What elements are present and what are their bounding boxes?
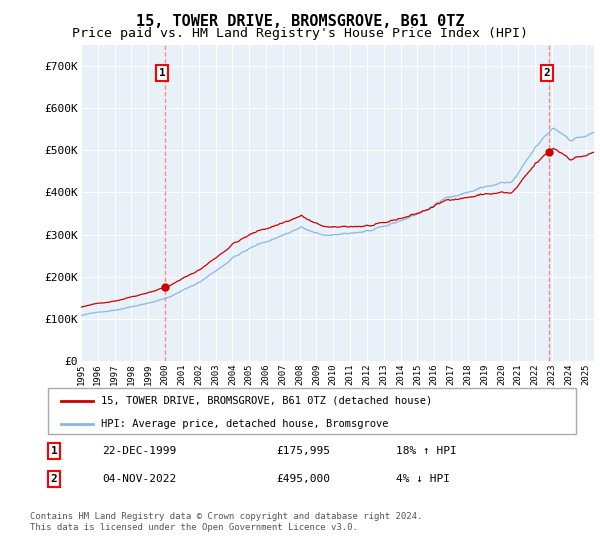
Text: 4% ↓ HPI: 4% ↓ HPI: [396, 474, 450, 484]
Text: 15, TOWER DRIVE, BROMSGROVE, B61 0TZ (detached house): 15, TOWER DRIVE, BROMSGROVE, B61 0TZ (de…: [101, 396, 432, 406]
Text: Contains HM Land Registry data © Crown copyright and database right 2024.
This d: Contains HM Land Registry data © Crown c…: [30, 512, 422, 532]
Text: 22-DEC-1999: 22-DEC-1999: [102, 446, 176, 456]
Text: 18% ↑ HPI: 18% ↑ HPI: [396, 446, 457, 456]
Text: 04-NOV-2022: 04-NOV-2022: [102, 474, 176, 484]
Text: 1: 1: [158, 68, 166, 78]
Text: Price paid vs. HM Land Registry's House Price Index (HPI): Price paid vs. HM Land Registry's House …: [72, 27, 528, 40]
Text: £495,000: £495,000: [276, 474, 330, 484]
Text: 2: 2: [50, 474, 58, 484]
Text: HPI: Average price, detached house, Bromsgrove: HPI: Average price, detached house, Brom…: [101, 419, 388, 429]
Text: 15, TOWER DRIVE, BROMSGROVE, B61 0TZ: 15, TOWER DRIVE, BROMSGROVE, B61 0TZ: [136, 14, 464, 29]
Text: £175,995: £175,995: [276, 446, 330, 456]
Text: 1: 1: [50, 446, 58, 456]
Text: 2: 2: [544, 68, 550, 78]
